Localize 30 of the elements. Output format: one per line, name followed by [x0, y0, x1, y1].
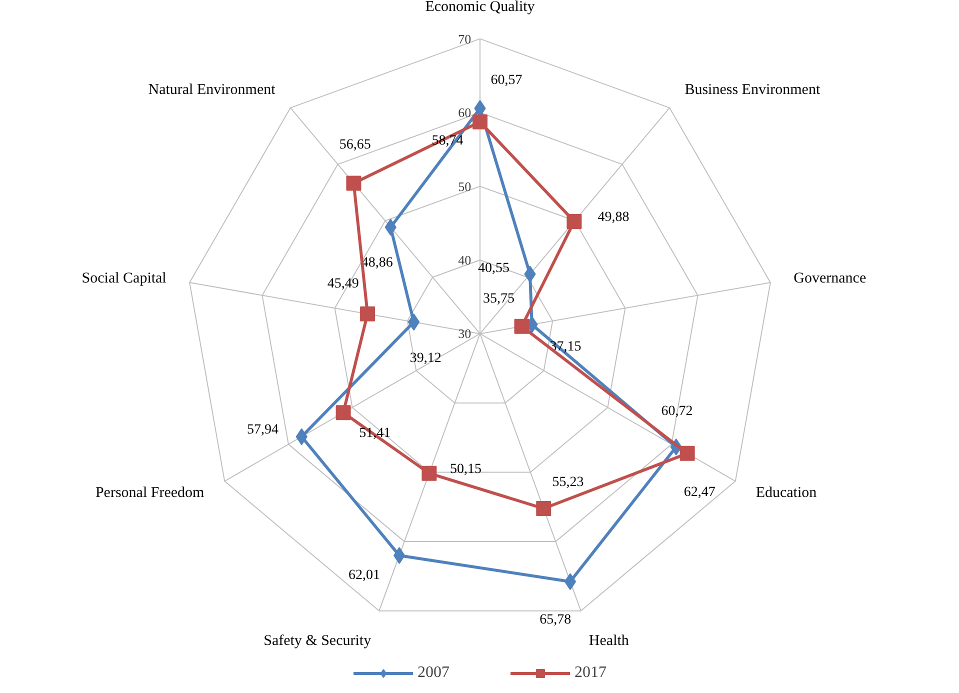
legend-label: 2017 [574, 664, 606, 682]
data-label: 49,88 [598, 210, 630, 225]
y-tick-label: 60 [458, 105, 472, 120]
y-tick-label: 40 [458, 252, 472, 268]
data-label: 62,47 [684, 485, 716, 500]
data-label: 50,15 [450, 462, 482, 477]
spoke-label: Social Capital [82, 270, 166, 286]
data-label: 56,65 [339, 138, 371, 153]
spoke-label: Personal Freedom [95, 484, 205, 501]
spoke-label: Natural Environment [148, 82, 276, 98]
data-label: 62,01 [348, 568, 380, 584]
y-tick-label: 70 [458, 31, 472, 46]
data-label: 60,72 [661, 404, 693, 420]
data-label: 65,78 [540, 612, 572, 628]
data-label: 60,57 [490, 72, 522, 88]
spoke-label: Education [756, 484, 818, 501]
data-label: 40,55 [478, 260, 510, 276]
y-tick-label: 50 [458, 178, 472, 194]
data-label: 39,12 [410, 351, 442, 366]
legend-label: 2007 [418, 664, 450, 682]
spoke-label: Safety & Security [264, 633, 372, 650]
data-label: 35,75 [482, 291, 514, 306]
data-label: 45,49 [327, 276, 359, 292]
spoke-label: Economic Quality [425, 0, 536, 16]
spoke-label: Health [588, 633, 630, 650]
y-tick-label: 30 [458, 326, 472, 342]
spoke-label: Business Environment [684, 82, 821, 98]
spoke-label: Governance [794, 270, 866, 286]
data-label: 57,94 [247, 422, 279, 438]
data-label: 55,23 [552, 474, 584, 490]
